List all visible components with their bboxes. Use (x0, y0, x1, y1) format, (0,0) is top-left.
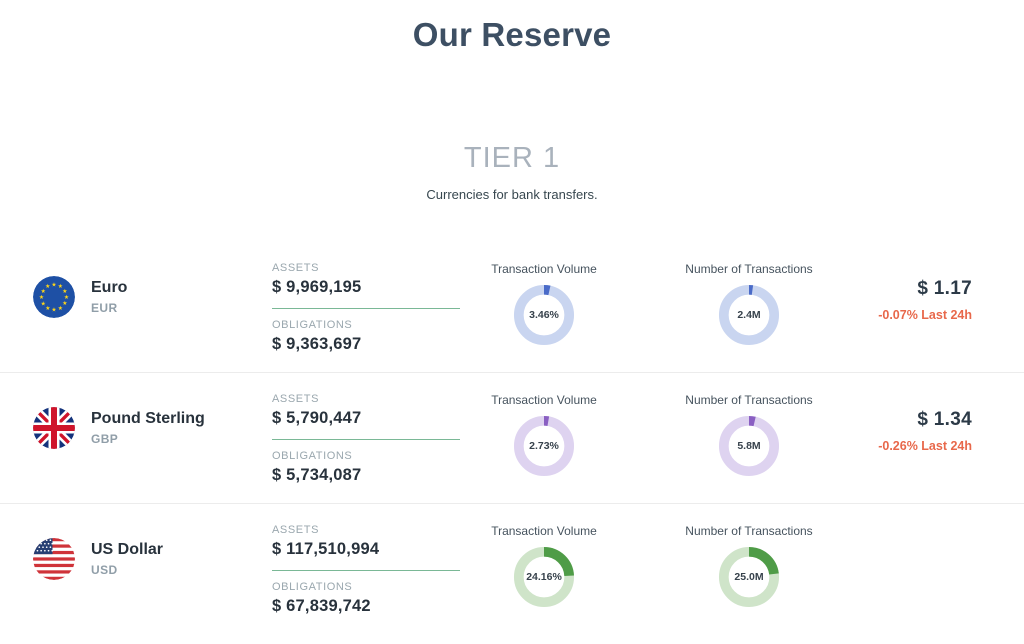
transaction-volume-label: Transaction Volume (491, 524, 597, 538)
transaction-volume-label: Transaction Volume (491, 393, 597, 407)
svg-text:★: ★ (45, 283, 50, 290)
svg-text:★: ★ (41, 300, 46, 307)
tier-title: TIER 1 (463, 142, 561, 174)
currency-identity: ★ ★ ★ ★ ★ ★ ★ ★ ★ ★ ★ ★ Euro EUR (33, 276, 272, 318)
number-of-transactions-value: 5.8M (737, 440, 761, 452)
transaction-volume-value: 3.46% (529, 309, 559, 321)
assets-label: ASSETS (272, 393, 320, 405)
obligations-label: OBLIGATIONS (272, 581, 353, 593)
donut-chart-svg (718, 415, 780, 477)
assets-value: $ 5,790,447 (272, 409, 362, 427)
svg-text:★: ★ (39, 294, 44, 301)
assets-value: $ 9,969,195 (272, 278, 362, 296)
svg-text:★: ★ (51, 282, 56, 289)
tier-subtitle: Currencies for bank transfers. (426, 187, 598, 202)
uk-flag-icon (33, 407, 75, 449)
obligations-value: $ 67,839,742 (272, 597, 371, 615)
currency-name: Pound Sterling (91, 410, 205, 427)
obligations-group: OBLIGATIONS $ 5,734,087 (272, 440, 460, 485)
exchange-rate: $ 1.34 -0.26% Last 24h (842, 409, 972, 453)
svg-text:★: ★ (51, 307, 56, 314)
page-title: Our Reserve (412, 16, 612, 53)
finance-figures: ASSETS $ 117,510,994 OBLIGATIONS $ 67,83… (272, 524, 460, 616)
currency-code: USD (91, 563, 118, 577)
number-of-transactions-value: 25.0M (734, 571, 764, 583)
currency-row: US Dollar USD ASSETS $ 117,510,994 OBLIG… (0, 503, 1024, 634)
assets-value: $ 117,510,994 (272, 540, 380, 558)
assets-label: ASSETS (272, 262, 320, 274)
svg-text:★: ★ (58, 283, 63, 290)
transaction-volume-chart: Transaction Volume 3.46% (481, 262, 607, 346)
exchange-rate-value: $ 1.34 (917, 409, 972, 430)
obligations-value: $ 5,734,087 (272, 466, 362, 484)
exchange-rate-change: -0.26% Last 24h (878, 439, 972, 453)
currency-row: Pound Sterling GBP ASSETS $ 5,790,447 OB… (0, 372, 1024, 503)
svg-text:★: ★ (64, 294, 69, 301)
number-of-transactions-chart: Number of Transactions 2.4M (679, 262, 819, 346)
assets-group: ASSETS $ 5,790,447 (272, 393, 460, 440)
obligations-label: OBLIGATIONS (272, 319, 353, 331)
number-of-transactions-donut: 25.0M (718, 546, 780, 608)
currency-code: GBP (91, 432, 119, 446)
currency-names: Euro EUR (91, 279, 127, 315)
number-of-transactions-label: Number of Transactions (685, 262, 813, 276)
tier-header: TIER 1 Currencies for bank transfers. (0, 142, 1024, 202)
number-of-transactions-donut: 5.8M (718, 415, 780, 477)
transaction-volume-value: 2.73% (529, 440, 559, 452)
transaction-volume-donut: 24.16% (513, 546, 575, 608)
finance-figures: ASSETS $ 5,790,447 OBLIGATIONS $ 5,734,0… (272, 393, 460, 485)
us-flag-icon (33, 538, 75, 580)
finance-figures: ASSETS $ 9,969,195 OBLIGATIONS $ 9,363,6… (272, 262, 460, 354)
transaction-volume-chart: Transaction Volume 2.73% (481, 393, 607, 477)
transaction-volume-value: 24.16% (526, 571, 562, 583)
currency-rows: ★ ★ ★ ★ ★ ★ ★ ★ ★ ★ ★ ★ Euro EUR ASSETS $ 9,969,195… (0, 242, 1024, 634)
obligations-value: $ 9,363,697 (272, 335, 362, 353)
exchange-rate-change: -0.07% Last 24h (878, 308, 972, 322)
obligations-group: OBLIGATIONS $ 9,363,697 (272, 309, 460, 354)
donut-chart-svg (513, 546, 575, 608)
donut-chart-svg (513, 284, 575, 346)
donut-chart-svg (718, 546, 780, 608)
exchange-rate (842, 540, 972, 548)
donut-chart-svg (513, 415, 575, 477)
obligations-label: OBLIGATIONS (272, 450, 353, 462)
currency-names: US Dollar USD (91, 541, 163, 577)
svg-text:★: ★ (58, 305, 63, 312)
number-of-transactions-label: Number of Transactions (685, 524, 813, 538)
svg-text:★: ★ (62, 300, 67, 307)
currency-name: Euro (91, 279, 128, 296)
currency-row: ★ ★ ★ ★ ★ ★ ★ ★ ★ ★ ★ ★ Euro EUR ASSETS $ 9,969,195… (0, 242, 1024, 372)
number-of-transactions-donut: 2.4M (718, 284, 780, 346)
currency-names: Pound Sterling GBP (91, 410, 205, 446)
assets-group: ASSETS $ 117,510,994 (272, 524, 460, 571)
currency-identity: Pound Sterling GBP (33, 407, 272, 449)
currency-code: EUR (91, 301, 118, 315)
number-of-transactions-label: Number of Transactions (685, 393, 813, 407)
exchange-rate-value: $ 1.17 (917, 278, 972, 299)
transaction-volume-chart: Transaction Volume 24.16% (481, 524, 607, 608)
eu-flag-icon: ★ ★ ★ ★ ★ ★ ★ ★ ★ ★ ★ ★ (33, 276, 75, 318)
svg-text:★: ★ (45, 305, 50, 312)
obligations-group: OBLIGATIONS $ 67,839,742 (272, 571, 460, 616)
transaction-volume-donut: 3.46% (513, 284, 575, 346)
assets-label: ASSETS (272, 524, 320, 536)
donut-chart-svg (718, 284, 780, 346)
svg-text:★: ★ (41, 288, 46, 295)
number-of-transactions-chart: Number of Transactions 25.0M (679, 524, 819, 608)
number-of-transactions-value: 2.4M (737, 309, 761, 321)
number-of-transactions-chart: Number of Transactions 5.8M (679, 393, 819, 477)
assets-group: ASSETS $ 9,969,195 (272, 262, 460, 309)
svg-text:★: ★ (62, 288, 67, 295)
exchange-rate: $ 1.17 -0.07% Last 24h (842, 278, 972, 322)
currency-identity: US Dollar USD (33, 538, 272, 580)
transaction-volume-label: Transaction Volume (491, 262, 597, 276)
transaction-volume-donut: 2.73% (513, 415, 575, 477)
currency-name: US Dollar (91, 541, 164, 558)
